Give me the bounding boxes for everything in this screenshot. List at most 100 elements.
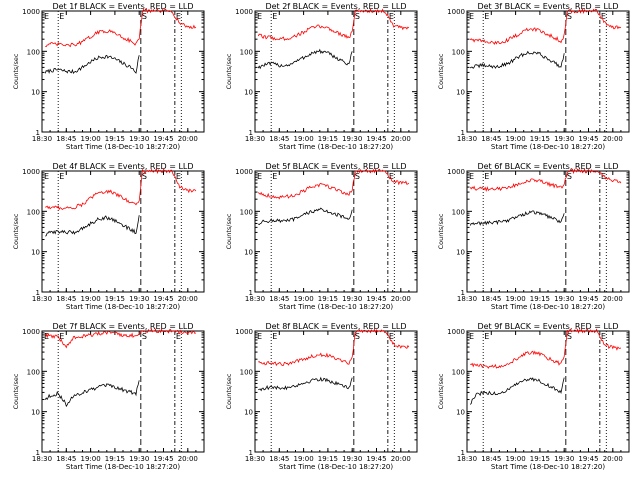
y-tick-label: 1: [461, 449, 465, 457]
x-tick-label: 19:00: [294, 135, 314, 143]
y-axis-label: Counts/sec: [225, 213, 233, 249]
y-tick-label: 100: [27, 208, 40, 216]
detector-panel-6: Det 6f BLACK = Events, RED = LLD 1 10 100 10…: [437, 162, 630, 311]
x-tick-label: 20:00: [603, 135, 623, 143]
event-marker-label: E: [601, 172, 606, 181]
event-marker-label: S: [142, 12, 147, 21]
series-line-lld: [469, 168, 622, 192]
event-marker-label: E: [272, 172, 277, 181]
panel-title: Det 9f BLACK = Events, RED = LLD: [477, 322, 618, 331]
x-tick-label: 19:30: [129, 295, 149, 303]
x-tick-label: 19:30: [342, 295, 362, 303]
y-tick-label: 1000: [235, 8, 253, 16]
x-tick-label: 19:30: [554, 455, 574, 463]
y-tick-label: 10: [456, 249, 465, 257]
event-marker-label: E: [601, 332, 606, 341]
event-marker-label: E: [176, 332, 181, 341]
x-tick-label: 19:30: [342, 135, 362, 143]
y-axis-label: Counts/sec: [12, 373, 20, 409]
y-tick-label: 1000: [447, 168, 465, 176]
panel-title: Det 7f BLACK = Events, RED = LLD: [52, 322, 193, 331]
event-marker-label: E: [44, 12, 49, 21]
series-line-events: [45, 215, 140, 237]
event-marker-label: E: [44, 332, 49, 341]
x-tick-label: 19:45: [578, 295, 598, 303]
detector-panel-7: Det 7f BLACK = Events, RED = LLD 1 10 100 10…: [12, 322, 205, 471]
plot-frame: [466, 170, 630, 293]
series-line-lld: [45, 168, 197, 211]
x-tick-label: 18:45: [269, 295, 289, 303]
y-tick-label: 1000: [235, 328, 253, 336]
plot-frame: [466, 10, 630, 133]
plot-frame: [41, 170, 205, 293]
x-axis-label: Start Time (18-Dec-10 18:27:20): [66, 303, 180, 311]
y-tick-label: 1000: [22, 8, 40, 16]
y-tick-label: 10: [31, 249, 40, 257]
y-tick-label: 100: [452, 48, 465, 56]
event-marker-label: S: [567, 172, 572, 181]
x-tick-label: 19:00: [81, 135, 101, 143]
event-marker-label: E: [272, 332, 277, 341]
event-marker-label: E: [469, 332, 474, 341]
y-tick-label: 1000: [447, 8, 465, 16]
event-marker-label: E: [484, 12, 489, 21]
y-axis-label: Counts/sec: [437, 213, 445, 249]
series-line-events: [258, 376, 353, 392]
x-axis-label: Start Time (18-Dec-10 18:27:20): [66, 463, 180, 471]
x-tick-label: 19:30: [554, 295, 574, 303]
y-axis-label: Counts/sec: [437, 373, 445, 409]
y-tick-label: 1000: [22, 168, 40, 176]
x-tick-label: 18:45: [56, 135, 76, 143]
x-tick-label: 19:00: [81, 455, 101, 463]
y-tick-label: 1: [461, 129, 465, 137]
x-axis-label: Start Time (18-Dec-10 18:27:20): [66, 143, 180, 151]
plot-frame: [466, 330, 630, 453]
y-tick-label: 10: [456, 89, 465, 97]
x-axis-label: Start Time (18-Dec-10 18:27:20): [491, 463, 605, 471]
y-tick-label: 100: [240, 208, 253, 216]
y-tick-label: 1: [36, 289, 40, 297]
event-marker-label: E: [484, 172, 489, 181]
x-tick-label: 20:00: [603, 295, 623, 303]
event-marker-label: S: [355, 172, 360, 181]
y-tick-label: 10: [456, 409, 465, 417]
plot-frame: [254, 330, 418, 453]
series-line-events: [469, 50, 565, 69]
x-axis-label: Start Time (18-Dec-10 18:27:20): [279, 463, 393, 471]
event-marker-label: S: [567, 332, 572, 341]
y-tick-label: 10: [244, 409, 253, 417]
x-tick-label: 19:00: [506, 455, 526, 463]
x-tick-label: 19:15: [318, 135, 338, 143]
series-line-events: [469, 210, 565, 226]
x-tick-label: 19:45: [366, 295, 386, 303]
x-tick-label: 19:45: [578, 455, 598, 463]
x-tick-label: 19:00: [294, 455, 314, 463]
x-tick-label: 18:45: [481, 295, 501, 303]
x-tick-label: 18:45: [481, 455, 501, 463]
x-tick-label: 18:30: [245, 295, 265, 303]
y-axis-label: Counts/sec: [12, 53, 20, 89]
y-tick-label: 10: [244, 249, 253, 257]
x-tick-label: 18:30: [245, 135, 265, 143]
x-tick-label: 18:45: [56, 295, 76, 303]
y-tick-label: 10: [31, 409, 40, 417]
x-tick-label: 20:00: [391, 135, 411, 143]
x-axis-label: Start Time (18-Dec-10 18:27:20): [491, 303, 605, 311]
event-marker-label: E: [484, 332, 489, 341]
y-tick-label: 10: [244, 89, 253, 97]
x-tick-label: 18:30: [457, 295, 477, 303]
x-axis-label: Start Time (18-Dec-10 18:27:20): [279, 303, 393, 311]
detector-panel-5: Det 5f BLACK = Events, RED = LLD 1 10 100 10…: [225, 162, 418, 311]
y-tick-label: 1000: [235, 168, 253, 176]
x-tick-label: 20:00: [391, 455, 411, 463]
y-tick-label: 100: [452, 368, 465, 376]
series-line-lld: [45, 8, 197, 48]
x-tick-label: 19:45: [153, 455, 173, 463]
panel-title: Det 1f BLACK = Events, RED = LLD: [52, 2, 193, 11]
x-tick-label: 19:15: [105, 295, 125, 303]
panel-title: Det 3f BLACK = Events, RED = LLD: [477, 2, 618, 11]
series-line-events: [44, 54, 140, 75]
x-tick-label: 19:00: [506, 295, 526, 303]
x-axis-label: Start Time (18-Dec-10 18:27:20): [279, 143, 393, 151]
panel-title: Det 2f BLACK = Events, RED = LLD: [265, 2, 406, 11]
